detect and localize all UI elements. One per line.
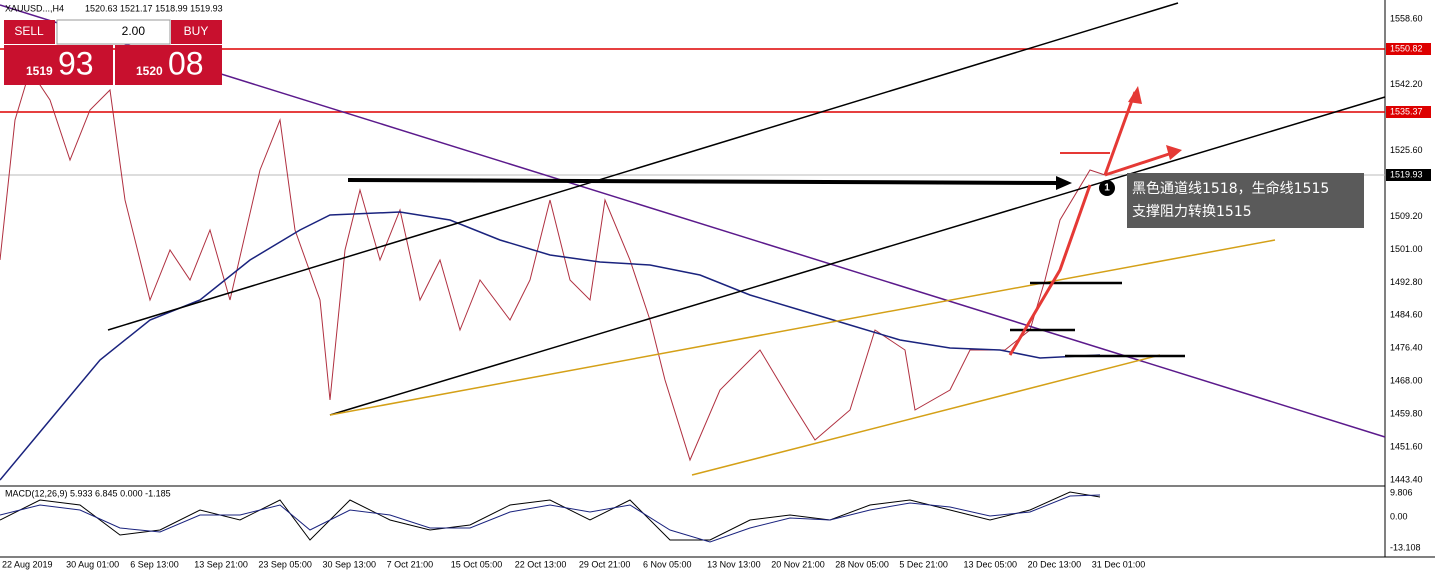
red-arrow — [1103, 91, 1137, 176]
symbol: XAUUSD...,H4 — [5, 3, 64, 13]
channel-line — [107, 2, 1179, 331]
price-label: 1468.00 — [1390, 376, 1423, 386]
buy-label: BUY — [184, 24, 209, 38]
gold-line — [329, 239, 1276, 416]
annotation-text: 黑色通道线1518，生命线1515 — [1132, 180, 1329, 197]
price-label: 1542.20 — [1390, 79, 1423, 89]
price-label: 1501.00 — [1390, 244, 1423, 254]
trade-panel: SELL 2.00 BUY 1519 93 1520 08 — [4, 19, 222, 85]
time-label: 20 Dec 13:00 — [1028, 559, 1082, 569]
sell-button[interactable] — [4, 20, 55, 44]
signal-line — [0, 494, 1101, 543]
level-box — [1386, 43, 1431, 55]
level-box — [1386, 106, 1431, 118]
annotation-box — [1127, 173, 1364, 228]
sell-label: SELL — [14, 24, 44, 38]
level-label: 1550.82 — [1390, 43, 1423, 53]
current-price-label: 1519.93 — [1390, 169, 1423, 179]
time-label: 7 Oct 21:00 — [387, 559, 434, 569]
price-label: 1558.60 — [1390, 13, 1423, 23]
trend-line — [0, 4, 1386, 438]
sell-price-box[interactable] — [4, 45, 113, 85]
buy-price-small: 1520 — [136, 64, 163, 78]
time-label: 23 Sep 05:00 — [258, 559, 312, 569]
time-label: 22 Aug 2019 — [2, 559, 53, 569]
ohlc: 1520.63 1521.17 1518.99 1519.93 — [85, 3, 223, 13]
price-label: 1484.60 — [1390, 310, 1423, 320]
time-label: 22 Oct 13:00 — [515, 559, 567, 569]
level-label: 1535.37 — [1390, 106, 1423, 116]
marker — [1099, 180, 1115, 196]
macd-label: MACD(12,26,9) 5.933 6.845 0.000 -1.185 — [5, 488, 171, 498]
price-label: 1476.40 — [1390, 343, 1423, 353]
lot-value: 2.00 — [122, 24, 146, 38]
annotation-text: 支撑阻力转换1515 — [1132, 203, 1252, 220]
time-label: 20 Nov 21:00 — [771, 559, 825, 569]
time-label: 6 Nov 05:00 — [643, 559, 692, 569]
sell-price-big: 93 — [58, 45, 94, 81]
arrow-head — [1166, 145, 1182, 160]
macd-line — [0, 491, 1101, 541]
time-label: 6 Sep 13:00 — [130, 559, 179, 569]
buy-price-big: 08 — [168, 45, 204, 81]
arrow — [347, 178, 1061, 185]
price-label: 1492.80 — [1390, 277, 1423, 287]
arrow-head — [1056, 176, 1072, 190]
buy-button[interactable] — [171, 20, 222, 44]
time-label: 31 Dec 01:00 — [1092, 559, 1146, 569]
time-label: 30 Aug 01:00 — [66, 559, 119, 569]
red-arrow — [1104, 151, 1173, 177]
price-label: 1451.60 — [1390, 441, 1423, 451]
macd-axis-label: -13.108 — [1390, 542, 1421, 552]
lot-field[interactable] — [56, 19, 171, 45]
price-label: 1525.60 — [1390, 145, 1423, 155]
gold-line — [691, 354, 1161, 476]
macd-axis-label: 0.00 — [1390, 511, 1408, 521]
macd-axis-label: 9.806 — [1390, 487, 1413, 497]
time-label: 13 Nov 13:00 — [707, 559, 761, 569]
price-label: 1443.40 — [1390, 474, 1423, 484]
arrow-head — [1128, 86, 1142, 104]
red-arrow — [1008, 184, 1092, 356]
price-label: 1509.20 — [1390, 211, 1423, 221]
buy-price-box[interactable] — [115, 45, 222, 85]
time-label: 28 Nov 05:00 — [835, 559, 889, 569]
time-label: 13 Sep 21:00 — [194, 559, 248, 569]
marker-label: 1 — [1104, 183, 1110, 194]
time-label: 5 Dec 21:00 — [899, 559, 948, 569]
price-label: 1459.80 — [1390, 409, 1423, 419]
sell-price-small: 1519 — [26, 64, 53, 78]
time-label: 13 Dec 05:00 — [964, 559, 1018, 569]
current-box — [1386, 169, 1431, 181]
time-label: 30 Sep 13:00 — [323, 559, 377, 569]
price-line — [0, 68, 1106, 462]
time-label: 15 Oct 05:00 — [451, 559, 503, 569]
channel-line — [329, 96, 1386, 416]
time-label: 29 Oct 21:00 — [579, 559, 631, 569]
